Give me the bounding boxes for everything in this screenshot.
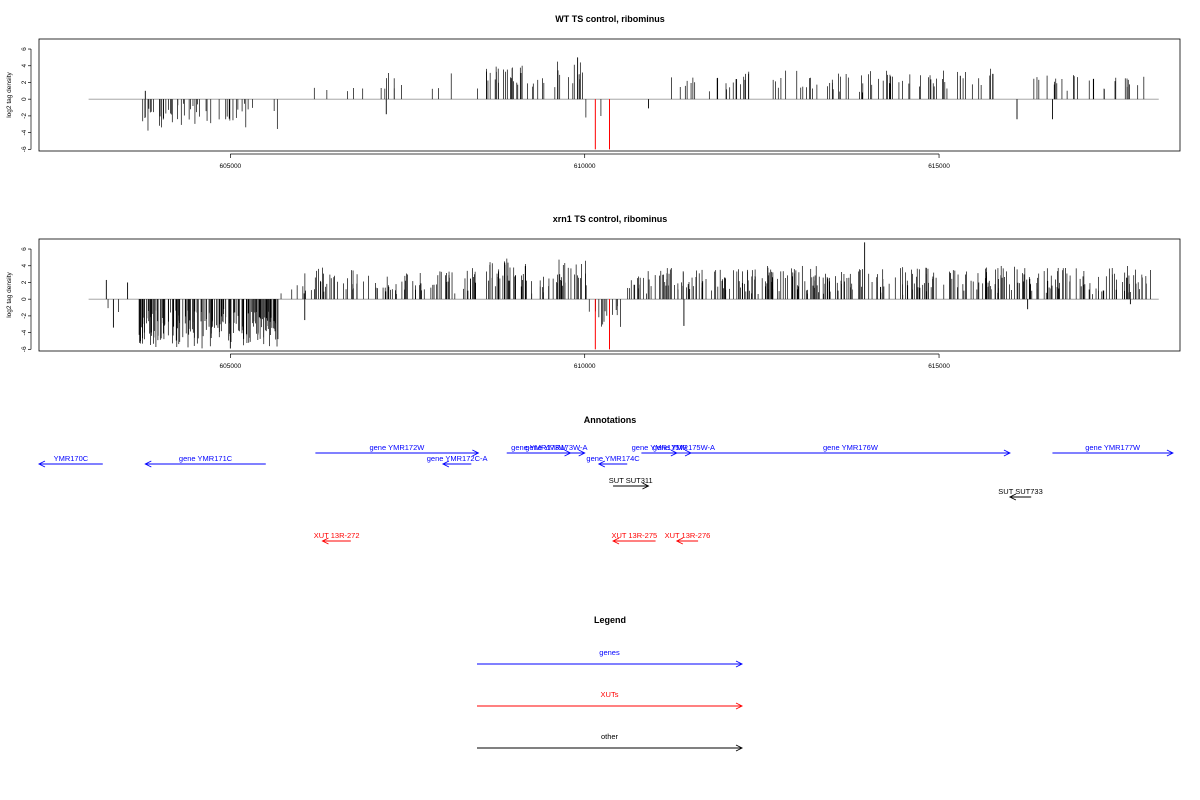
annotation-label: gene YMR177W <box>1085 443 1141 452</box>
legend-title: Legend <box>594 615 626 625</box>
annotation-arrow-head <box>321 537 329 545</box>
xrn1-track-panel: xrn1 TS control, ribominus log2 tag dens… <box>6 214 1181 370</box>
annotation-label: gene YMR175W-A <box>653 443 715 452</box>
wt-track-axes: -6 -4 -2 0 2 4 6 605000 610000 615000 <box>21 47 950 170</box>
wt-x-tick-label: 615000 <box>928 163 950 170</box>
annotation-label: SUT SUT733 <box>998 487 1042 496</box>
annotation-arrow-head <box>472 449 480 457</box>
annotation-label: gene YMR173W-A <box>525 443 587 452</box>
wt-track-ylabel: log2 tag density <box>6 71 13 117</box>
annotation-arrow-head <box>642 482 650 490</box>
annotation-arrow-head <box>670 449 678 457</box>
xrn1-y-tick-label: -2 <box>21 313 28 319</box>
annotation-label: gene YMR172W <box>369 443 425 452</box>
wt-y-tick-label: 2 <box>21 80 28 84</box>
xrn1-track-frame <box>38 238 1181 352</box>
legend-items: genes XUTs other <box>477 648 744 752</box>
xrn1-x-tick-label: 605000 <box>219 363 241 370</box>
legend-panel: Legend genes XUTs other <box>477 615 744 752</box>
wt-x-tick-label: 610000 <box>574 163 596 170</box>
xrn1-track-title: xrn1 TS control, ribominus <box>553 214 668 224</box>
wt-y-tick-label: -4 <box>21 129 28 135</box>
xrn1-y-tick-label: -4 <box>21 329 28 335</box>
annotations-title: Annotations <box>584 415 637 425</box>
annotation-label: XUT 13R-276 <box>665 531 711 540</box>
xrn1-x-tick-label: 615000 <box>928 363 950 370</box>
wt-y-tick-label: 6 <box>21 47 28 51</box>
xrn1-track-ylabel: log2 tag density <box>6 271 13 317</box>
wt-y-tick-label: -2 <box>21 113 28 119</box>
legend-arrow-head <box>735 660 744 668</box>
xrn1-y-tick-label: 2 <box>21 280 28 284</box>
xrn1-y-tick-label: 6 <box>21 247 28 251</box>
annotation-label: gene YMR176W <box>823 443 879 452</box>
annotation-arrow-head <box>37 460 46 468</box>
wt-track-panel: WT TS control, ribominus log2 tag densit… <box>6 14 1181 170</box>
annotation-arrow-head <box>1008 493 1017 501</box>
xrn1-track-axes: -6 -4 -2 0 2 4 6 605000 610000 615000 <box>21 247 950 370</box>
legend-arrow-head <box>735 744 744 752</box>
wt-y-tick-label: 0 <box>21 97 28 101</box>
annotation-label: SUT SUT311 <box>609 476 653 485</box>
wt-track-title: WT TS control, ribominus <box>555 14 665 24</box>
annotation-arrow-head <box>675 537 684 545</box>
annotation-arrow-head <box>578 449 586 457</box>
annotation-label: gene YMR175W <box>632 443 688 452</box>
annotation-label: gene YMR172C-A <box>427 454 488 463</box>
annotation-label: gene YMR173W <box>511 443 567 452</box>
annotation-arrow-head <box>144 460 152 468</box>
annotation-arrow-head <box>612 537 620 545</box>
annotation-label: gene YMR174C <box>586 454 640 463</box>
wt-y-tick-label: -6 <box>21 146 28 152</box>
wt-y-tick-label: 4 <box>21 64 28 68</box>
xrn1-y-tick-label: 0 <box>21 297 28 301</box>
annotation-label: XUT 13R-272 <box>314 531 360 540</box>
wt-x-tick-label: 605000 <box>219 163 241 170</box>
legend-arrow-head <box>735 702 744 710</box>
legend-label: XUTs <box>601 690 619 699</box>
annotation-label: XUT 13R-275 <box>611 531 657 540</box>
annotation-label: gene YMR171C <box>179 454 233 463</box>
wt-track-frame <box>38 38 1181 152</box>
legend-label: other <box>601 732 619 741</box>
annotation-arrow-head <box>1166 449 1174 457</box>
legend-label: genes <box>599 648 620 657</box>
annotation-arrow-head <box>441 460 450 468</box>
annotation-label: YMR170C <box>54 454 89 463</box>
xrn1-track-marks <box>88 242 1159 350</box>
annotation-arrow-head <box>1003 449 1011 457</box>
annotation-arrow-head <box>597 460 606 468</box>
xrn1-y-tick-label: -6 <box>21 346 28 352</box>
xrn1-y-tick-label: 4 <box>21 264 28 268</box>
wt-track-marks <box>88 57 1159 150</box>
xrn1-x-tick-label: 610000 <box>574 363 596 370</box>
annotations-panel: Annotations YMR170C gene YMR171C gene YMR1… <box>37 415 1174 545</box>
